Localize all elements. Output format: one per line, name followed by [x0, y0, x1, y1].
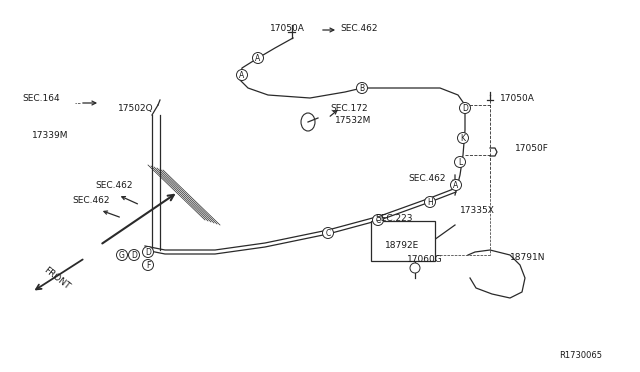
Text: SEC.223: SEC.223 [375, 214, 413, 222]
Text: SEC.462: SEC.462 [72, 196, 109, 205]
Text: 17339M: 17339M [32, 131, 68, 140]
Text: SEC.462: SEC.462 [340, 23, 378, 32]
Circle shape [143, 247, 154, 257]
Text: L: L [458, 157, 462, 167]
Circle shape [410, 263, 420, 273]
Circle shape [356, 83, 367, 93]
Circle shape [424, 196, 435, 208]
Text: SEC.462: SEC.462 [95, 180, 132, 189]
Text: 17050A: 17050A [270, 23, 305, 32]
Text: 18792E: 18792E [385, 241, 419, 250]
Text: SEC.172: SEC.172 [330, 103, 367, 112]
Text: A: A [239, 71, 244, 80]
Circle shape [253, 52, 264, 64]
Text: D: D [131, 250, 137, 260]
Text: 17050F: 17050F [515, 144, 549, 153]
Text: 17050A: 17050A [500, 93, 535, 103]
Text: SEC.164: SEC.164 [22, 93, 60, 103]
Circle shape [451, 180, 461, 190]
Circle shape [454, 157, 465, 167]
Text: K: K [461, 134, 465, 142]
Text: 17532M: 17532M [335, 115, 371, 125]
Text: B: B [360, 83, 365, 93]
Circle shape [460, 103, 470, 113]
Text: H: H [427, 198, 433, 206]
Text: 17502Q: 17502Q [118, 103, 154, 112]
Circle shape [458, 132, 468, 144]
Circle shape [143, 260, 154, 270]
Text: C: C [325, 228, 331, 237]
Text: SEC.462: SEC.462 [408, 173, 445, 183]
Text: R1730065: R1730065 [559, 350, 602, 359]
Text: F: F [146, 260, 150, 269]
Text: FRONT: FRONT [42, 265, 72, 291]
Text: 18791N: 18791N [510, 253, 545, 263]
FancyBboxPatch shape [371, 221, 435, 261]
Circle shape [237, 70, 248, 80]
Circle shape [129, 250, 140, 260]
Text: A: A [453, 180, 459, 189]
Circle shape [372, 215, 383, 225]
Text: D: D [462, 103, 468, 112]
Text: C: C [376, 215, 381, 224]
Text: 17335X: 17335X [460, 205, 495, 215]
Text: A: A [255, 54, 260, 62]
Circle shape [116, 250, 127, 260]
Text: D: D [145, 247, 151, 257]
Text: 17060G: 17060G [407, 256, 443, 264]
Text: G: G [119, 250, 125, 260]
Circle shape [323, 228, 333, 238]
